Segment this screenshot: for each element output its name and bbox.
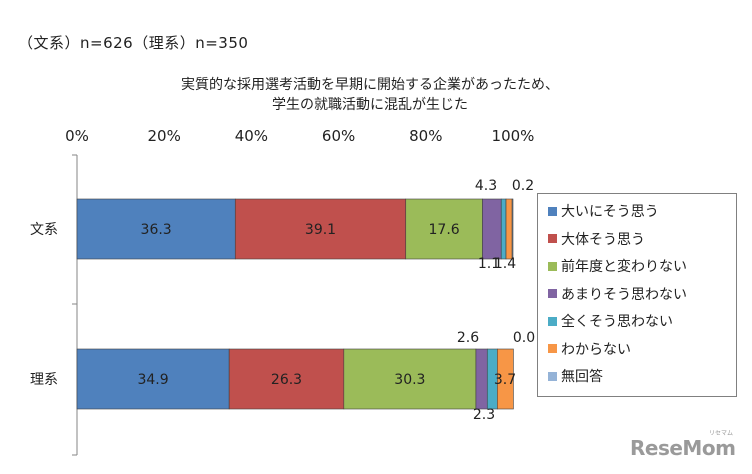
legend-item-2: 前年度と変わりない xyxy=(548,254,687,278)
data-label-0-6: 0.2 xyxy=(512,178,534,194)
x-tick-label-1: 20% xyxy=(148,127,181,145)
resemom-logo: ReseMom xyxy=(630,436,736,460)
chart-title-line-2: 学生の就職活動に混乱が生じた xyxy=(272,97,468,113)
bar-1-1 xyxy=(228,348,345,410)
data-label-1-4: 2.3 xyxy=(473,407,495,423)
data-label-0-4: 1.1 xyxy=(478,256,500,272)
x-tick-label-5: 100% xyxy=(492,127,535,145)
legend-label-4: 全くそう思わない xyxy=(561,314,673,330)
data-label-1-0: 34.9 xyxy=(137,372,168,388)
bar-1-3 xyxy=(475,348,488,410)
legend-label-5: わからない xyxy=(561,341,631,358)
chart-legend: 大いにそう思う 大体そう思う前年度と変わりない あまりそう思わない 全くそう思わないわ… xyxy=(537,193,737,397)
data-label-1-1: 26.3 xyxy=(271,372,302,388)
bar-0-1 xyxy=(234,198,407,260)
data-label-0-0: 36.3 xyxy=(141,222,172,238)
data-label-0-5: 1.4 xyxy=(494,256,516,272)
data-label-0-3: 4.3 xyxy=(475,178,497,194)
legend-label-3: あまりそう思わない xyxy=(561,286,687,303)
legend-swatch-4 xyxy=(548,316,557,326)
resemom-logo-subtext: リセマム xyxy=(709,430,734,437)
legend-item-4: 全くそう思わない xyxy=(548,309,673,333)
legend-label-2: 前年度と変わりない xyxy=(561,259,687,275)
legend-label-0: 大いにそう思う xyxy=(561,204,659,220)
legend-swatch-5 xyxy=(548,344,557,353)
bar-0-6 xyxy=(511,198,514,260)
bar-1-5 xyxy=(497,348,514,410)
bar-1-0 xyxy=(76,348,230,410)
x-tick-label-3: 60% xyxy=(322,127,355,145)
legend-swatch-2 xyxy=(548,261,557,271)
bar-1-2 xyxy=(343,348,477,410)
x-tick-label-2: 40% xyxy=(235,127,268,145)
x-tick-label-0: 0% xyxy=(65,127,89,145)
legend-swatch-3 xyxy=(548,289,557,298)
legend-item-1: 大体そう思う xyxy=(548,227,645,251)
legend-item-3: あまりそう思わない xyxy=(548,282,687,306)
data-label-1-2: 30.3 xyxy=(394,372,425,388)
data-label-1-3: 2.6 xyxy=(457,330,479,346)
bar-0-0 xyxy=(76,198,236,260)
chart-title: 実質的な採用選考活動を早期に開始する企業があったため、 学生の就職活動に混乱が生… xyxy=(150,75,590,115)
bar-0-5 xyxy=(505,198,513,260)
data-label-1-6: 0.0 xyxy=(513,330,535,346)
category-label-0: 文系 xyxy=(30,222,58,238)
legend-swatch-1 xyxy=(548,234,557,243)
legend-item-0: 大いにそう思う xyxy=(548,199,659,223)
bar-0-4 xyxy=(500,198,507,260)
legend-label-6: 無回答 xyxy=(561,369,603,385)
legend-swatch-6 xyxy=(548,371,557,381)
legend-label-1: 大体そう思う xyxy=(561,231,645,248)
category-label-1: 理系 xyxy=(30,372,58,388)
chart-title-line-1: 実質的な採用選考活動を早期に開始する企業があったため、 xyxy=(181,77,559,93)
data-label-1-5: 3.7 xyxy=(494,372,516,388)
bar-0-3 xyxy=(482,198,502,260)
data-label-0-2: 17.6 xyxy=(429,222,460,238)
legend-item-6: 無回答 xyxy=(548,364,603,388)
data-label-0-1: 39.1 xyxy=(305,222,336,238)
x-tick-label-4: 80% xyxy=(409,127,442,145)
sample-size-note: （文系）n=626（理系）n=350 xyxy=(18,34,249,52)
legend-item-5: わからない xyxy=(548,337,631,361)
legend-swatch-0 xyxy=(548,206,557,216)
